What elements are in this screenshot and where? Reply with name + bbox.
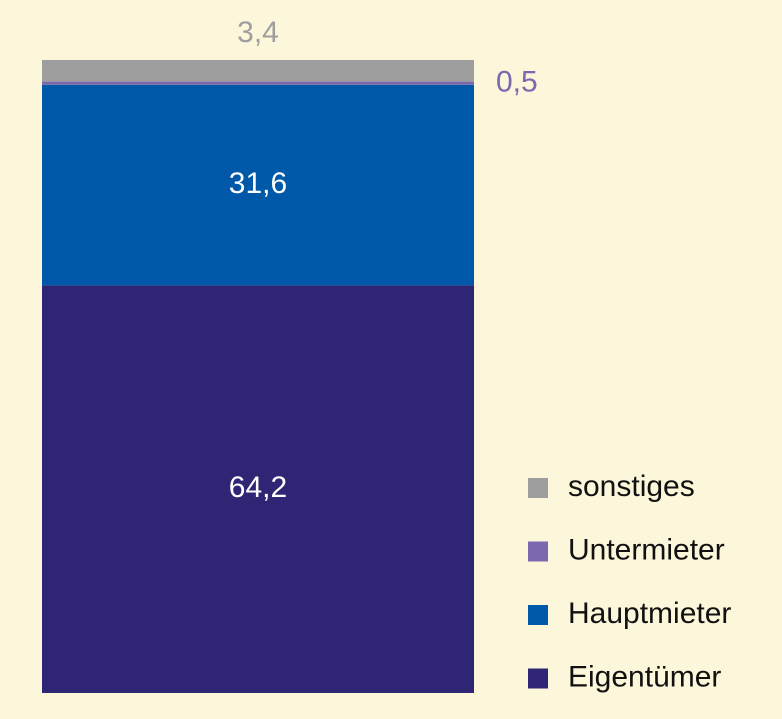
legend-label: Untermieter: [568, 533, 725, 566]
data-label: 3,4: [237, 16, 279, 49]
legend-label: Hauptmieter: [568, 597, 731, 630]
bar-segment: [42, 60, 474, 82]
legend-swatch: [528, 668, 548, 689]
legend-label: sonstiges: [568, 470, 695, 503]
legend-swatch: [528, 605, 548, 625]
bar-segment: [42, 81, 474, 85]
data-label: 64,2: [229, 471, 287, 504]
data-label: 0,5: [496, 66, 538, 99]
legend-swatch: [528, 541, 548, 562]
data-label: 31,6: [229, 167, 287, 200]
bar-segment: [42, 285, 474, 693]
bar-segment: [42, 84, 474, 286]
legend-label: Eigentümer: [568, 660, 721, 693]
legend-swatch: [528, 478, 548, 498]
